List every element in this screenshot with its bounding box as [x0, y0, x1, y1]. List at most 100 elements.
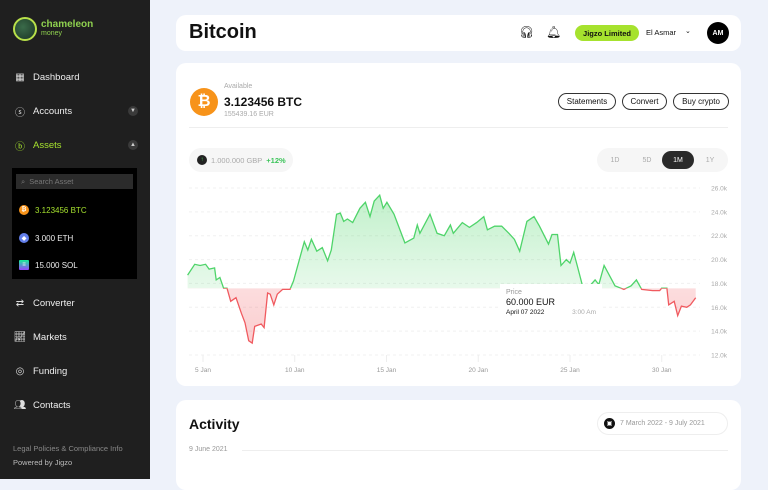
page-title: Bitcoin: [189, 21, 257, 43]
nav-label: Accounts: [33, 105, 73, 117]
sidebar-item-accounts[interactable]: ⓢ Accounts ▼: [14, 105, 138, 119]
activity-group-date: 9 June 2021: [189, 446, 228, 453]
user-name[interactable]: El Asmar: [646, 28, 677, 37]
range-5d[interactable]: 5D: [642, 156, 652, 164]
chart-icon: 📈︎: [13, 331, 27, 343]
y-tick-label: 22.0k: [711, 233, 728, 240]
nav-label: Assets: [33, 139, 62, 151]
chevron-down-icon[interactable]: ▼: [128, 106, 138, 116]
y-tick-label: 26.0k: [711, 186, 728, 193]
asset-card: ₿ Available 3.123456 BTC 155439.16 EUR S…: [176, 63, 741, 386]
divider: [242, 450, 728, 451]
nav-label: Converter: [33, 297, 75, 309]
headset-support-icon[interactable]: 🎧︎: [519, 25, 535, 39]
tooltip-date: April 07 2022: [506, 309, 545, 316]
y-tick-label: 14.0k: [711, 329, 728, 336]
powered-by: Powered by Jigzo: [13, 458, 73, 467]
price-tooltip: Price 60.000 EUR April 07 2022 3:00 Am: [500, 284, 602, 321]
x-tick-label: 10 Jan: [285, 367, 305, 374]
nav-label: Markets: [33, 331, 67, 343]
tooltip-time: 3:00 Am: [572, 309, 596, 316]
company-badge[interactable]: Jigzo Limited: [575, 25, 639, 41]
chevron-up-icon[interactable]: ▲: [128, 140, 138, 150]
tooltip-value: 60.000 EUR: [506, 297, 556, 307]
date-range-value: 7 March 2022 - 9 July 2021: [620, 420, 705, 427]
x-tick-label: 5 Jan: [195, 367, 211, 374]
bitcoin-icon: ₿: [190, 88, 218, 116]
y-tick-label: 24.0k: [711, 209, 728, 216]
nav-label: Funding: [33, 365, 68, 377]
date-range-picker[interactable]: ▣ 7 March 2022 - 9 July 2021: [597, 412, 728, 435]
sidebar-item-converter[interactable]: ⇄ Converter: [14, 297, 138, 309]
balance-amount: 3.123456 BTC: [224, 95, 303, 109]
asset-search-input[interactable]: ⌕ Search Asset: [16, 174, 133, 189]
grid-icon: ▦: [15, 71, 25, 83]
area-fill-down: [227, 288, 696, 344]
buy-crypto-button[interactable]: Buy crypto: [673, 93, 729, 110]
divider: [189, 127, 728, 128]
range-1m[interactable]: 1M: [662, 151, 694, 169]
summary-change: +12%: [266, 155, 286, 165]
sidebar-item-assets[interactable]: ⓑ Assets ▲: [14, 139, 138, 153]
asset-item-eth[interactable]: ◆ 3.000 ETH: [19, 233, 73, 243]
asset-label: 3.123456 BTC: [35, 205, 87, 215]
users-icon: 👥︎: [13, 399, 27, 411]
legal-link[interactable]: Legal Policies & Compliance Info: [13, 444, 123, 453]
activity-card: Activity ▣ 7 March 2022 - 9 July 2021 9 J…: [176, 400, 741, 490]
x-tick-label: 20 Jan: [468, 367, 488, 374]
arrow-up-icon: ↑: [197, 155, 207, 165]
funding-icon: ◎: [15, 365, 25, 377]
solana-icon: ≡: [19, 260, 29, 270]
y-tick-label: 20.0k: [711, 257, 728, 264]
sidebar-item-dashboard[interactable]: ▦ Dashboard: [14, 71, 138, 83]
asset-label: 15.000 SOL: [35, 260, 78, 270]
range-1y[interactable]: 1Y: [705, 156, 715, 164]
x-tick-label: 15 Jan: [377, 367, 397, 374]
sidebar-item-funding[interactable]: ◎ Funding: [14, 365, 138, 377]
activity-title: Activity: [189, 416, 240, 432]
price-line-up: [187, 193, 668, 289]
avatar[interactable]: AM: [707, 22, 729, 44]
search-icon: ⌕: [21, 176, 26, 186]
nav-label: Contacts: [33, 399, 71, 411]
bitcoin-icon: ₿: [19, 205, 29, 215]
summary-chip: ↑ 1.000.000 GBP +12%: [189, 148, 293, 172]
x-tick-label: 30 Jan: [652, 367, 672, 374]
tooltip-label: Price: [506, 289, 522, 296]
arrows-swap-icon: ⇄: [15, 297, 25, 309]
y-tick-label: 12.0k: [711, 353, 728, 360]
bell-icon[interactable]: 🔔︎: [546, 25, 562, 39]
brand-name: chameleon: [41, 19, 94, 30]
x-tick-label: 25 Jan: [560, 367, 580, 374]
chevron-down-icon[interactable]: ⌄: [685, 28, 691, 35]
price-chart[interactable]: 12.0k 14.0k 16.0k 18.0k 20.0k 22.0k 24.0k 26.0k…: [176, 63, 741, 386]
bitcoin-circle-icon: ⓑ: [15, 141, 25, 153]
calendar-icon: ▣: [604, 418, 615, 429]
sidebar: chameleon money ▦ Dashboard ⓢ Accounts ▼ ⓑ As…: [0, 0, 150, 479]
range-1d[interactable]: 1D: [610, 156, 620, 164]
brand-logo[interactable]: chameleon money: [13, 17, 93, 41]
summary-value: 1.000.000 GBP: [211, 155, 263, 165]
price-line-down: [222, 288, 697, 345]
dollar-circle-icon: ⓢ: [15, 107, 25, 119]
brand-sub: money: [41, 30, 63, 37]
chameleon-logo-icon: [13, 17, 37, 41]
page-header: Bitcoin 🎧︎ 🔔︎ Jigzo Limited El Asmar ⌄ A…: [176, 15, 741, 51]
y-tick-label: 18.0k: [711, 281, 728, 288]
available-label: Available: [224, 83, 253, 90]
range-selector: 1D 5D 1M 1Y: [597, 148, 728, 172]
asset-item-sol[interactable]: ≡ 15.000 SOL: [19, 260, 78, 270]
sidebar-item-contacts[interactable]: 👥︎ Contacts: [14, 399, 138, 411]
search-placeholder: Search Asset: [29, 177, 74, 186]
convert-button[interactable]: Convert: [622, 93, 667, 110]
fiat-value: 155439.16 EUR: [224, 111, 274, 118]
asset-label: 3.000 ETH: [35, 233, 74, 243]
area-fill-up: [187, 195, 642, 289]
asset-panel: ⌕ Search Asset ₿ 3.123456 BTC ◆ 3.000 ETH ≡…: [12, 168, 137, 279]
asset-item-btc[interactable]: ₿ 3.123456 BTC: [19, 205, 87, 215]
nav-label: Dashboard: [33, 71, 80, 83]
sidebar-item-markets[interactable]: 📈︎ Markets: [14, 331, 138, 343]
statements-button[interactable]: Statements: [558, 93, 616, 110]
ethereum-icon: ◆: [19, 233, 29, 243]
y-tick-label: 16.0k: [711, 305, 728, 312]
